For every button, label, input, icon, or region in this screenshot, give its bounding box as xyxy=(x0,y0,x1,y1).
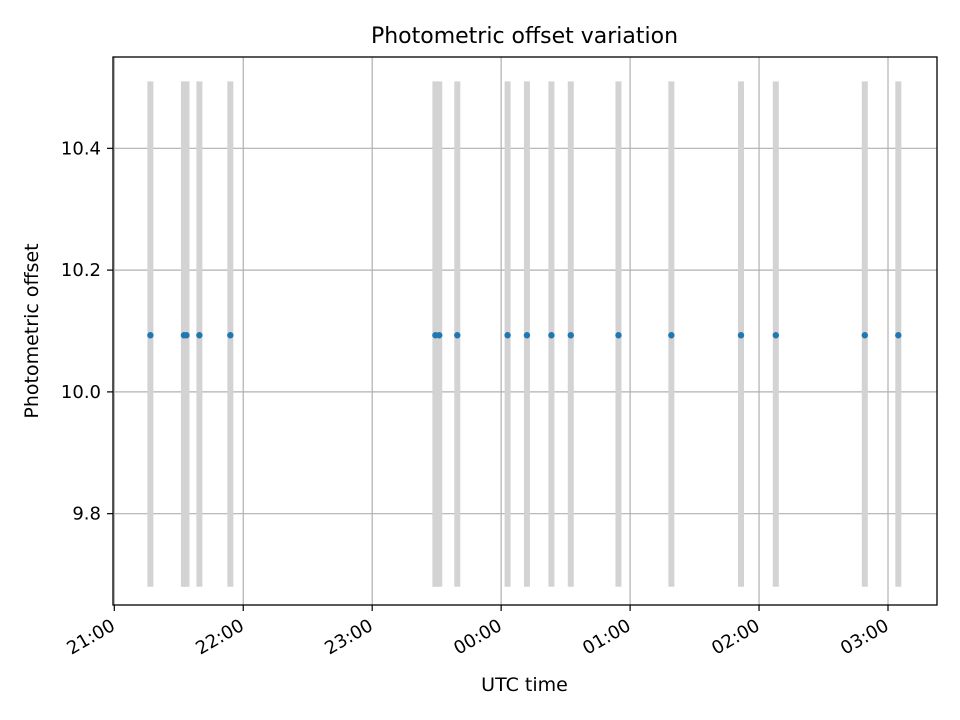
y-tick-label: 10.0 xyxy=(61,382,101,403)
x-tick-label: 21:00 xyxy=(63,615,118,659)
x-tick-label: 03:00 xyxy=(837,615,892,659)
data-point xyxy=(737,332,745,339)
data-point xyxy=(436,332,443,339)
y-axis-label: Photometric offset xyxy=(21,243,43,418)
x-tick-label: 01:00 xyxy=(579,615,634,659)
data-point xyxy=(772,332,780,339)
x-axis-ticks: 21:00 22:00 23:00 00:00 01:00 02:00 03:00 xyxy=(63,605,892,659)
y-tick-label: 9.8 xyxy=(72,504,101,525)
data-point xyxy=(504,332,511,339)
data-point xyxy=(523,332,531,339)
x-tick-label: 23:00 xyxy=(321,615,376,659)
data-point xyxy=(454,332,461,339)
plot-frame xyxy=(112,56,938,606)
chart-title: Photometric offset variation xyxy=(371,24,678,49)
data-point xyxy=(147,332,154,339)
data-point xyxy=(861,332,868,339)
y-tick-label: 10.2 xyxy=(61,260,101,281)
data-point xyxy=(895,332,902,339)
y-tick-label: 10.4 xyxy=(61,138,101,159)
data-point xyxy=(183,332,190,339)
data-point xyxy=(227,332,234,339)
x-tick-label: 00:00 xyxy=(450,615,505,659)
y-axis-ticks: 9.8 10.0 10.2 10.4 xyxy=(61,138,113,525)
data-point xyxy=(196,332,203,339)
data-point xyxy=(615,332,622,339)
x-axis-label: UTC time xyxy=(481,674,568,696)
x-tick-label: 02:00 xyxy=(708,615,763,659)
data-point xyxy=(567,332,574,339)
data-point xyxy=(668,332,675,339)
x-tick-label: 22:00 xyxy=(192,615,247,659)
data-point xyxy=(548,332,555,339)
data-points xyxy=(147,332,902,339)
